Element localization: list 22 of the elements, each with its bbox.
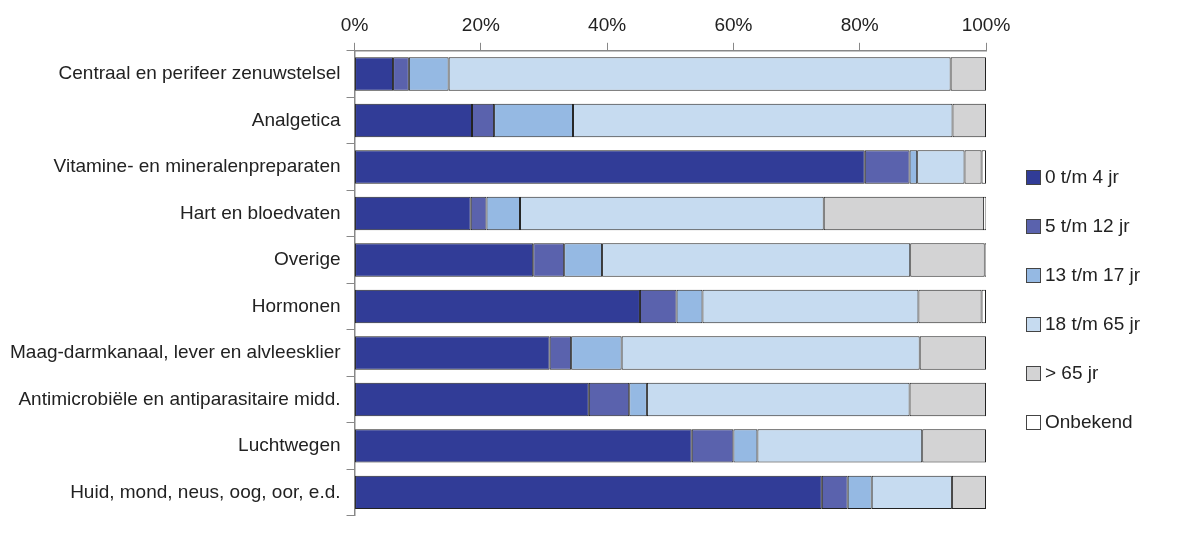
y-tick-label: Antimicrobiële en antiparasitaire midd.	[18, 387, 341, 409]
x-tick-label: 60%	[714, 13, 753, 35]
legend-label: 0 t/m 4 jr	[1045, 166, 1119, 188]
x-tick-label: 80%	[840, 13, 879, 35]
y-tick-label: Centraal en perifeer zenuwstelsel	[58, 62, 341, 84]
x-tick-label: 0%	[340, 13, 369, 35]
text: 18 t/m 65 jr	[1045, 313, 1141, 335]
legend-label: 13 t/m 17 jr	[1045, 264, 1141, 286]
y-tick-label: Maag-darmkanaal, lever en alvleesklier	[10, 341, 342, 363]
y-tick-label: Overige	[274, 248, 341, 270]
y-tick-label: Vitamine- en mineralenpreparaten	[53, 155, 341, 177]
y-tick-label: Hormonen	[251, 294, 341, 316]
legend-label: Onbekend	[1045, 411, 1133, 433]
legend-label: > 65 jr	[1045, 362, 1099, 384]
y-tick-label: Hart en bloedvaten	[179, 201, 341, 223]
y-tick-label: Luchtwegen	[238, 434, 341, 456]
x-tick-label: 20%	[461, 13, 500, 35]
y-tick-label: Huid, mond, neus, oog, oor, e.d.	[70, 480, 341, 502]
x-tick-label: 100%	[961, 13, 1011, 35]
legend-label: 5 t/m 12 jr	[1045, 215, 1130, 237]
y-tick-label: Analgetica	[251, 108, 341, 130]
x-tick-label: 40%	[588, 13, 627, 35]
